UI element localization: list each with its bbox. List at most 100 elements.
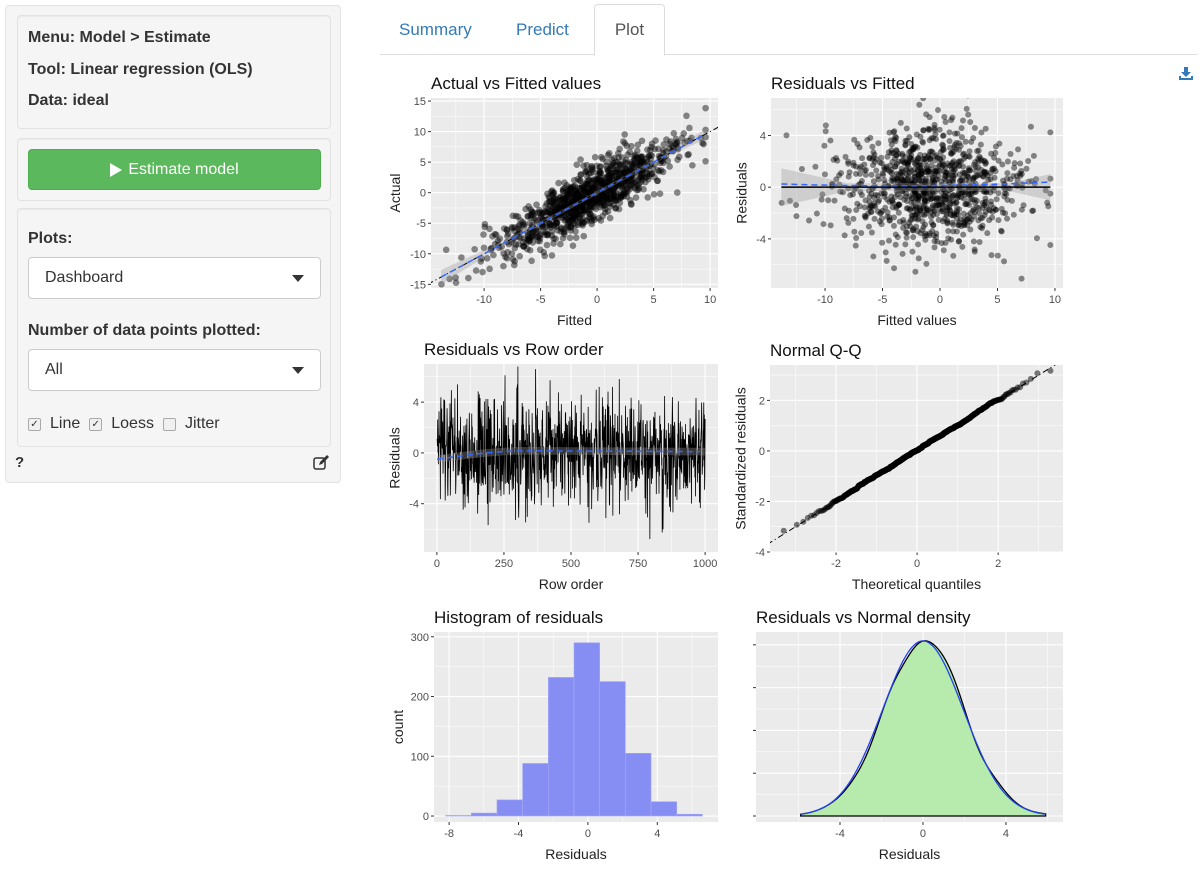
data-point xyxy=(929,202,936,209)
tab-plot[interactable]: Plot xyxy=(594,4,665,56)
data-point xyxy=(884,196,891,203)
tab-summary[interactable]: Summary xyxy=(399,19,472,39)
x-axis-label: Fitted xyxy=(557,312,592,328)
checkbox-jitter-box[interactable] xyxy=(162,417,176,431)
data-point xyxy=(517,217,524,224)
data-point xyxy=(586,201,594,209)
data-point xyxy=(578,203,586,211)
plots-select[interactable]: Dashboard xyxy=(28,257,321,299)
data-point xyxy=(1042,187,1049,194)
data-point xyxy=(609,159,617,167)
data-point xyxy=(971,213,978,220)
data-point xyxy=(612,197,619,205)
data-point xyxy=(916,101,923,108)
data-point xyxy=(633,147,641,155)
data-point xyxy=(975,158,982,165)
checkbox-loess[interactable]: ✓ Loess xyxy=(89,415,154,433)
data-point xyxy=(950,192,957,199)
data-point xyxy=(563,222,571,230)
data-point xyxy=(566,224,574,231)
data-point xyxy=(610,191,618,199)
data-point xyxy=(627,185,634,192)
checkbox-line-box[interactable]: ✓ xyxy=(28,417,41,431)
data-point xyxy=(529,231,536,239)
data-point xyxy=(1034,370,1041,377)
data-point xyxy=(928,148,935,155)
checkbox-jitter[interactable]: Jitter xyxy=(162,415,220,433)
checkbox-loess-box[interactable]: ✓ xyxy=(89,417,103,431)
data-point xyxy=(922,178,929,185)
data-point xyxy=(637,158,644,166)
data-point xyxy=(933,152,940,159)
data-point xyxy=(943,210,950,217)
data-point xyxy=(991,154,998,161)
data-point xyxy=(580,219,588,226)
data-point xyxy=(939,201,946,208)
data-point xyxy=(956,158,963,165)
data-point xyxy=(562,200,570,208)
data-point xyxy=(525,203,532,210)
help-button[interactable]: ? xyxy=(15,454,25,471)
data-point xyxy=(617,189,624,196)
data-point xyxy=(618,169,625,176)
edit-icon[interactable] xyxy=(313,455,329,470)
data-point xyxy=(560,211,567,219)
data-point xyxy=(561,217,568,224)
data-point xyxy=(875,140,882,147)
data-point xyxy=(552,235,559,243)
data-point xyxy=(907,156,914,163)
data-point xyxy=(821,171,828,178)
dataset-name: Data: ideal xyxy=(28,92,109,109)
tab-predict[interactable]: Predict xyxy=(516,19,569,39)
data-point xyxy=(604,151,612,159)
data-point xyxy=(967,210,974,217)
data-point xyxy=(980,157,987,164)
data-point xyxy=(639,153,646,160)
data-point xyxy=(931,179,938,186)
data-point xyxy=(912,191,919,198)
estimate-model-button[interactable]: Estimate model xyxy=(28,149,321,190)
data-point xyxy=(626,167,634,175)
data-point xyxy=(641,174,649,181)
data-point xyxy=(589,187,597,195)
data-point xyxy=(618,184,626,191)
data-point xyxy=(912,161,919,168)
checkbox-line[interactable]: ✓ Line xyxy=(28,415,80,433)
data-point xyxy=(920,205,927,212)
data-point xyxy=(959,175,966,182)
data-point xyxy=(631,184,639,192)
data-point xyxy=(952,130,959,137)
data-point xyxy=(940,145,947,152)
data-point xyxy=(572,193,579,200)
data-point xyxy=(1011,160,1018,167)
data-point xyxy=(628,158,635,166)
data-point xyxy=(849,191,856,198)
data-point xyxy=(931,153,938,160)
data-point xyxy=(925,167,932,174)
data-point xyxy=(500,225,508,232)
download-icon[interactable] xyxy=(1179,67,1193,81)
data-point xyxy=(623,165,630,172)
data-point xyxy=(567,223,575,230)
data-point xyxy=(562,194,570,202)
x-tick-label: -2 xyxy=(831,558,841,570)
data-point xyxy=(579,193,587,200)
data-point xyxy=(515,240,522,248)
data-point xyxy=(903,223,910,230)
data-point xyxy=(621,169,628,177)
data-point xyxy=(911,211,918,218)
plots-select-value: Dashboard xyxy=(45,269,124,286)
data-point xyxy=(645,176,652,183)
data-point xyxy=(589,184,596,191)
data-point xyxy=(910,146,917,153)
x-axis-label: Fitted values xyxy=(877,312,956,328)
data-point xyxy=(556,197,563,205)
points-select[interactable]: All xyxy=(28,349,321,391)
data-point xyxy=(933,197,940,204)
data-point xyxy=(839,189,846,196)
data-point xyxy=(979,199,986,206)
data-point xyxy=(645,172,653,180)
data-point xyxy=(577,202,584,210)
data-point xyxy=(867,202,874,209)
